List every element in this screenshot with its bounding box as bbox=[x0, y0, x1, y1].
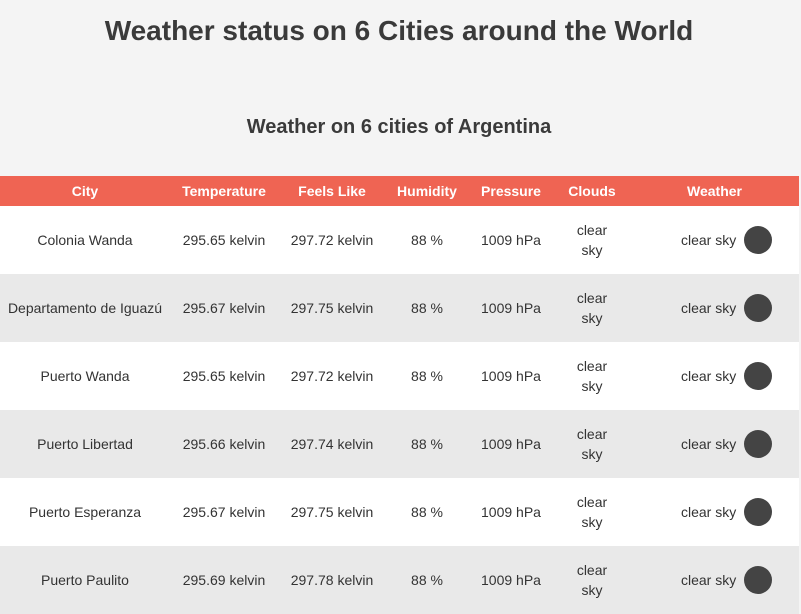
weather-cell: clear sky bbox=[630, 342, 799, 410]
header-feels-like: Feels Like bbox=[298, 183, 366, 199]
table-row: Puerto Paulito 295.69 kelvin 297.78 kelv… bbox=[0, 546, 799, 614]
temperature-cell: 295.67 kelvin bbox=[182, 504, 266, 520]
city-cell: Puerto Libertad bbox=[37, 436, 133, 452]
header-weather: Weather bbox=[687, 183, 742, 199]
pressure-cell: 1009 hPa bbox=[481, 232, 541, 248]
pressure-cell: 1009 hPa bbox=[481, 572, 541, 588]
page-title: Weather status on 6 Cities around the Wo… bbox=[104, 15, 694, 46]
pressure-cell: 1009 hPa bbox=[481, 436, 541, 452]
weather-cell: clear sky bbox=[630, 274, 799, 342]
weather-description: clear sky bbox=[681, 572, 737, 588]
city-cell: Puerto Wanda bbox=[40, 368, 130, 384]
weather-cell: clear sky bbox=[630, 206, 799, 274]
feels-like-cell: 297.72 kelvin bbox=[290, 368, 374, 384]
header-clouds: Clouds bbox=[568, 183, 616, 199]
temperature-cell: 295.65 kelvin bbox=[182, 232, 266, 248]
clouds-cell: clear sky bbox=[576, 290, 608, 326]
feels-like-cell: 297.74 kelvin bbox=[290, 436, 374, 452]
temperature-cell: 295.66 kelvin bbox=[182, 436, 266, 452]
weather-icon bbox=[744, 566, 772, 594]
weather-icon bbox=[744, 430, 772, 458]
header-humidity: Humidity bbox=[397, 183, 457, 199]
feels-like-cell: 297.75 kelvin bbox=[290, 300, 374, 316]
city-cell: Departamento de Iguazú bbox=[7, 300, 163, 316]
pressure-cell: 1009 hPa bbox=[481, 300, 541, 316]
table-row: Departamento de Iguazú 295.67 kelvin 297… bbox=[0, 274, 799, 342]
temperature-cell: 295.67 kelvin bbox=[182, 300, 266, 316]
weather-table: City Temperature Feels Like Humidity Pre… bbox=[0, 176, 799, 614]
humidity-cell: 88 % bbox=[411, 300, 443, 316]
weather-cell: clear sky bbox=[630, 546, 799, 614]
feels-like-cell: 297.72 kelvin bbox=[290, 232, 374, 248]
table-header-row: City Temperature Feels Like Humidity Pre… bbox=[0, 176, 799, 206]
clouds-cell: clear sky bbox=[576, 494, 608, 530]
table-row: Puerto Wanda 295.65 kelvin 297.72 kelvin… bbox=[0, 342, 799, 410]
pressure-cell: 1009 hPa bbox=[481, 368, 541, 384]
humidity-cell: 88 % bbox=[411, 232, 443, 248]
temperature-cell: 295.65 kelvin bbox=[182, 368, 266, 384]
feels-like-cell: 297.75 kelvin bbox=[290, 504, 374, 520]
weather-icon bbox=[744, 362, 772, 390]
header-temperature: Temperature bbox=[182, 183, 266, 199]
section-title: Weather on 6 cities of Argentina bbox=[246, 116, 552, 138]
table-row: Colonia Wanda 295.65 kelvin 297.72 kelvi… bbox=[0, 206, 799, 274]
table-row: Puerto Esperanza 295.67 kelvin 297.75 ke… bbox=[0, 478, 799, 546]
weather-cell: clear sky bbox=[630, 410, 799, 478]
humidity-cell: 88 % bbox=[411, 368, 443, 384]
city-cell: Puerto Esperanza bbox=[28, 504, 142, 520]
weather-icon bbox=[744, 498, 772, 526]
weather-cell: clear sky bbox=[630, 478, 799, 546]
weather-description: clear sky bbox=[681, 232, 737, 248]
weather-icon bbox=[744, 226, 772, 254]
weather-description: clear sky bbox=[681, 300, 737, 316]
pressure-cell: 1009 hPa bbox=[481, 504, 541, 520]
humidity-cell: 88 % bbox=[411, 572, 443, 588]
header-pressure: Pressure bbox=[481, 183, 541, 199]
clouds-cell: clear sky bbox=[576, 358, 608, 394]
city-cell: Puerto Paulito bbox=[41, 572, 129, 588]
humidity-cell: 88 % bbox=[411, 436, 443, 452]
weather-description: clear sky bbox=[681, 368, 737, 384]
clouds-cell: clear sky bbox=[576, 426, 608, 462]
table-row: Puerto Libertad 295.66 kelvin 297.74 kel… bbox=[0, 410, 799, 478]
weather-icon bbox=[744, 294, 772, 322]
clouds-cell: clear sky bbox=[576, 562, 608, 598]
temperature-cell: 295.69 kelvin bbox=[182, 572, 266, 588]
city-cell: Colonia Wanda bbox=[37, 232, 133, 248]
feels-like-cell: 297.78 kelvin bbox=[290, 572, 374, 588]
weather-description: clear sky bbox=[681, 436, 737, 452]
humidity-cell: 88 % bbox=[411, 504, 443, 520]
weather-description: clear sky bbox=[681, 504, 737, 520]
clouds-cell: clear sky bbox=[576, 222, 608, 258]
header-city: City bbox=[71, 183, 99, 199]
